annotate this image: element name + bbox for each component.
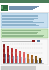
Bar [9, 6, 39, 7]
Bar [1, 5, 8, 11]
Bar [2, 41, 32, 42]
Bar [2, 33, 45, 34]
Bar [11, 63, 13, 64]
Bar [32, 40, 35, 42]
Bar [27, 63, 29, 64]
Bar [9, 9, 33, 10]
Bar [15, 49, 17, 63]
Bar [17, 56, 18, 63]
Bar [37, 60, 38, 63]
Bar [0, 0, 49, 3]
Bar [41, 60, 42, 63]
Bar [35, 63, 37, 64]
Bar [0, 66, 49, 70]
Bar [32, 55, 33, 63]
Bar [3, 63, 5, 64]
Bar [1, 66, 36, 67]
Bar [27, 54, 29, 63]
Bar [33, 59, 34, 63]
Bar [29, 59, 30, 63]
Bar [1, 67, 36, 68]
Bar [9, 55, 10, 63]
Bar [13, 56, 14, 63]
Bar [2, 16, 33, 17]
Bar [19, 63, 21, 64]
Bar [4, 8, 7, 10]
Bar [1, 29, 48, 38]
Bar [7, 46, 9, 63]
Bar [2, 30, 36, 31]
Bar [1, 69, 36, 70]
Bar [1, 13, 48, 28]
Bar [15, 63, 17, 64]
Bar [20, 51, 21, 63]
Bar [1, 68, 36, 69]
Bar [1, 39, 48, 65]
Bar [25, 58, 26, 63]
Bar [2, 36, 35, 37]
Bar [0, 3, 49, 12]
Bar [5, 54, 6, 63]
Bar [21, 57, 22, 63]
Bar [31, 63, 33, 64]
Bar [39, 58, 41, 63]
Bar [2, 25, 34, 26]
Bar [35, 56, 37, 63]
Bar [2, 22, 38, 23]
Bar [39, 63, 41, 64]
Bar [24, 52, 25, 63]
Bar [37, 40, 40, 42]
Bar [2, 19, 35, 20]
Bar [3, 43, 5, 63]
Bar [2, 6, 3, 9]
Bar [23, 63, 25, 64]
Bar [7, 63, 9, 64]
Bar [12, 48, 13, 63]
